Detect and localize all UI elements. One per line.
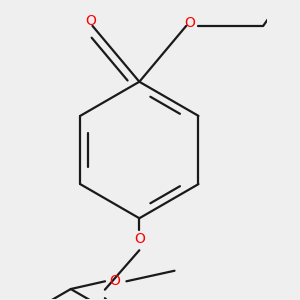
Text: O: O xyxy=(109,274,120,288)
Text: O: O xyxy=(85,14,96,28)
Text: O: O xyxy=(184,16,195,30)
Text: O: O xyxy=(134,232,145,245)
